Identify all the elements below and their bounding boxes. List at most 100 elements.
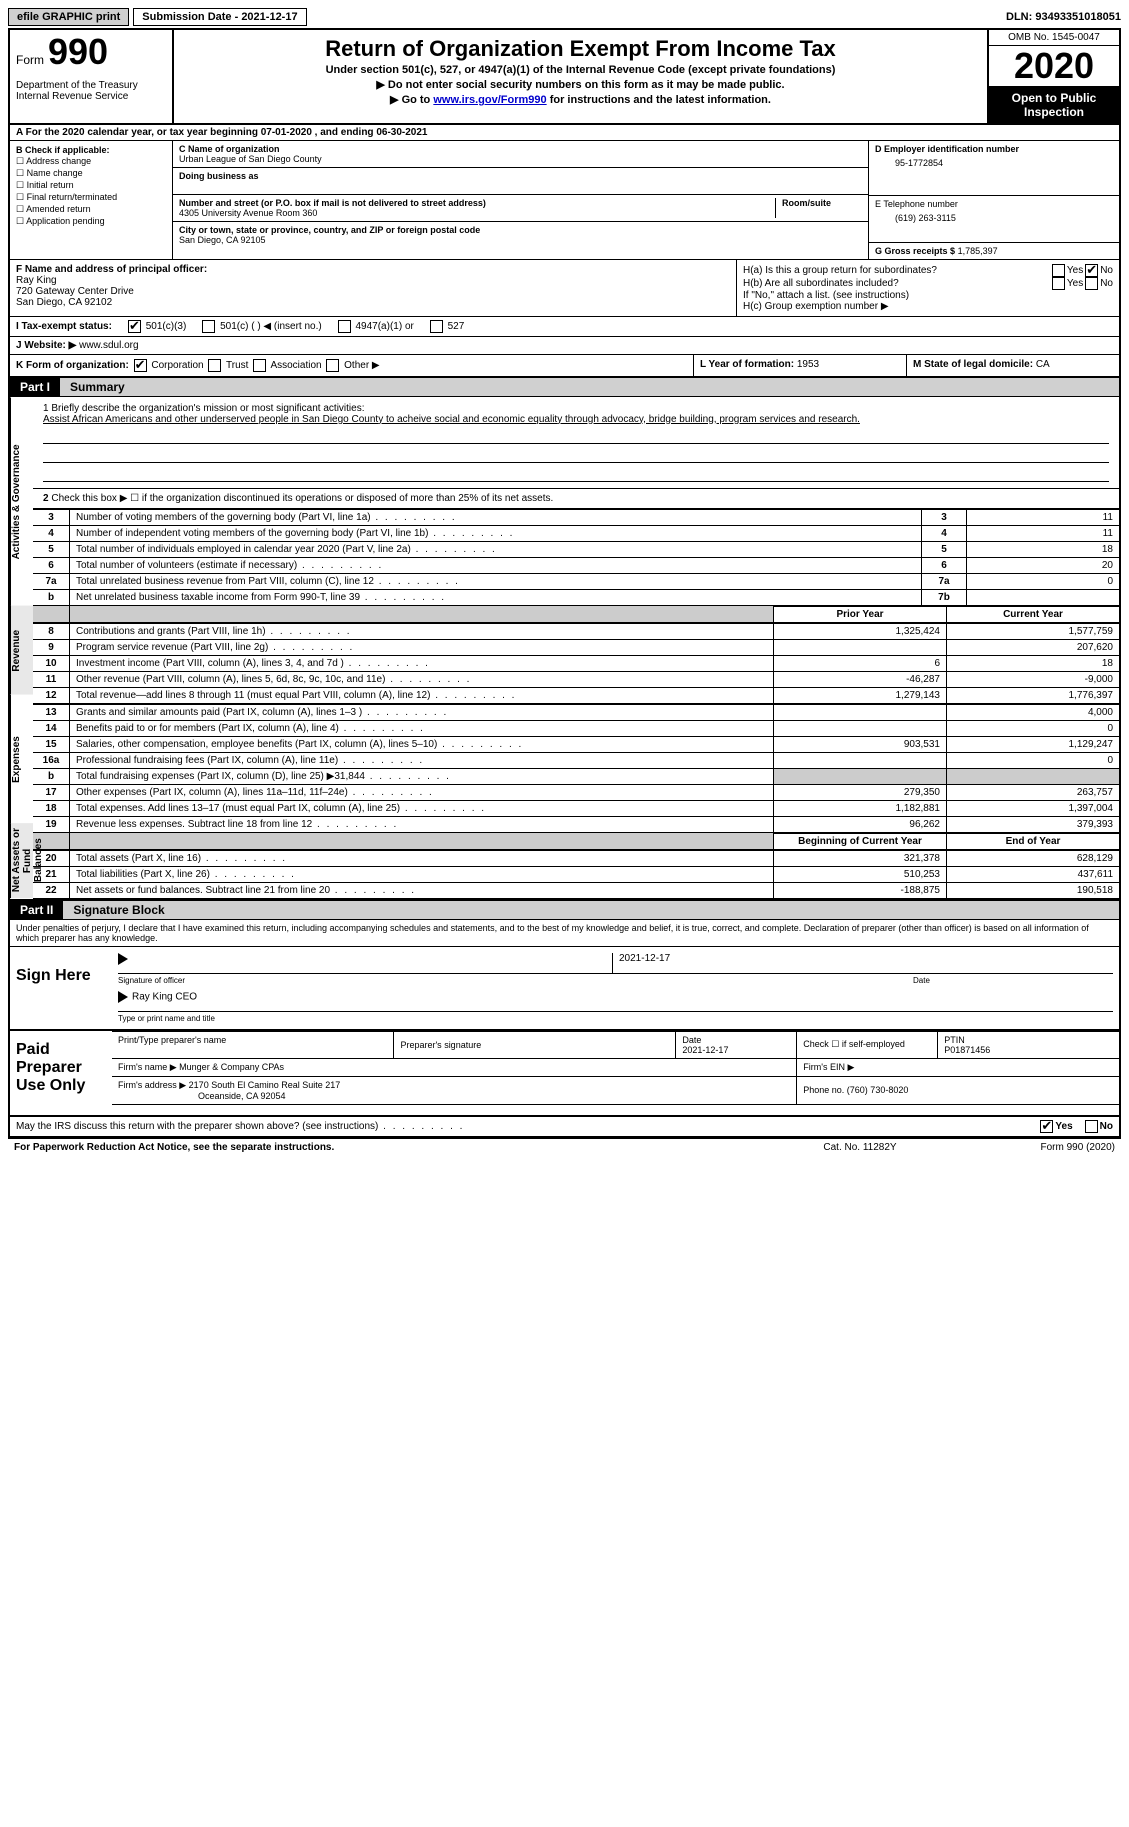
- top-bar: efile GRAPHIC print Submission Date - 20…: [8, 8, 1121, 26]
- prep-name-lbl: Print/Type preparer's name: [118, 1035, 387, 1045]
- submission-date: Submission Date - 2021-12-17: [133, 8, 306, 26]
- ein-lbl: D Employer identification number: [875, 144, 1019, 154]
- chk-4947[interactable]: [338, 320, 351, 333]
- subtitle-2: ▶ Do not enter social security numbers o…: [180, 78, 981, 91]
- q2-text: Check this box ▶ ☐ if the organization d…: [51, 493, 553, 504]
- tel-lbl: E Telephone number: [875, 199, 958, 209]
- form-frame: Form 990 Department of the Treasury Inte…: [8, 28, 1121, 1139]
- discuss-no-chk[interactable]: [1085, 1120, 1098, 1133]
- addr-lbl: Number and street (or P.O. box if mail i…: [179, 198, 486, 208]
- l-val: 1953: [797, 359, 819, 370]
- revenue-table: 8Contributions and grants (Part VIII, li…: [33, 623, 1119, 704]
- prep-date-val: 2021-12-17: [682, 1045, 790, 1055]
- chk-address-change[interactable]: ☐ Address change: [16, 156, 166, 167]
- table-row: 12Total revenue—add lines 8 through 11 (…: [33, 687, 1119, 703]
- col-prior: Prior Year: [774, 606, 947, 622]
- goto-pre: ▶ Go to: [390, 94, 433, 106]
- row-klm: K Form of organization: Corporation Trus…: [10, 355, 1119, 378]
- expenses-table: 13Grants and similar amounts paid (Part …: [33, 704, 1119, 833]
- paid-preparer-label: Paid Preparer Use Only: [10, 1031, 112, 1115]
- hb-yes-chk[interactable]: [1052, 277, 1065, 290]
- table-row: bNet unrelated business taxable income f…: [33, 589, 1119, 605]
- ha-no-chk[interactable]: [1085, 264, 1098, 277]
- table-row: 21Total liabilities (Part X, line 26)510…: [33, 866, 1119, 882]
- part1-tag: Part I: [10, 378, 60, 396]
- q1-lbl: 1 Briefly describe the organization's mi…: [43, 403, 1109, 414]
- f-addr2: San Diego, CA 92102: [16, 297, 112, 308]
- col-beg: Beginning of Current Year: [774, 833, 947, 849]
- vtab-netassets: Net Assets or Fund Balances: [10, 823, 33, 898]
- table-row: 7aTotal unrelated business revenue from …: [33, 573, 1119, 589]
- discuss-yes-chk[interactable]: [1040, 1120, 1053, 1133]
- name-title-lbl: Type or print name and title: [118, 1014, 1113, 1023]
- row-i-tax-status: I Tax-exempt status: 501(c)(3) 501(c) ( …: [10, 317, 1119, 337]
- col-f-officer: F Name and address of principal officer:…: [10, 260, 736, 316]
- sign-here-section: Sign Here 2021-12-17 Signature of office…: [10, 947, 1119, 1031]
- org-name: Urban League of San Diego County: [179, 154, 322, 164]
- ha-lbl: H(a) Is this a group return for subordin…: [743, 265, 1050, 276]
- chk-corp[interactable]: [134, 359, 147, 372]
- phone-val: (760) 730-8020: [847, 1085, 909, 1095]
- chk-initial-return[interactable]: ☐ Initial return: [16, 180, 166, 191]
- chk-final-return[interactable]: ☐ Final return/terminated: [16, 192, 166, 203]
- ha-yes-chk[interactable]: [1052, 264, 1065, 277]
- city-lbl: City or town, state or province, country…: [179, 225, 480, 235]
- table-row: 16aProfessional fundraising fees (Part I…: [33, 752, 1119, 768]
- chk-other[interactable]: [326, 359, 339, 372]
- k-lbl: K Form of organization:: [16, 360, 129, 371]
- subtitle-1: Under section 501(c), 527, or 4947(a)(1)…: [180, 64, 981, 76]
- part1-header: Part I Summary: [10, 378, 1119, 397]
- f-lbl: F Name and address of principal officer:: [16, 264, 207, 275]
- gross-val: 1,785,397: [958, 246, 998, 256]
- table-row: 5Total number of individuals employed in…: [33, 541, 1119, 557]
- table-row: 15Salaries, other compensation, employee…: [33, 736, 1119, 752]
- part1-body: Activities & Governance Revenue Expenses…: [10, 397, 1119, 901]
- hb-no-chk[interactable]: [1085, 277, 1098, 290]
- omb-number: OMB No. 1545-0047: [989, 30, 1119, 46]
- part2-header: Part II Signature Block: [10, 901, 1119, 920]
- j-val: www.sdul.org: [79, 340, 138, 351]
- efile-button[interactable]: efile GRAPHIC print: [8, 8, 129, 26]
- table-row: 17Other expenses (Part IX, column (A), l…: [33, 784, 1119, 800]
- col-curr: Current Year: [947, 606, 1120, 622]
- ein-val: 95-1772854: [875, 158, 1113, 168]
- firm-addr-lbl: Firm's address ▶: [118, 1080, 186, 1090]
- chk-501c3[interactable]: [128, 320, 141, 333]
- gross-lbl: G Gross receipts $: [875, 246, 955, 256]
- prep-sig-lbl: Preparer's signature: [400, 1040, 669, 1050]
- arrow-icon: [118, 953, 128, 965]
- cat-no: Cat. No. 11282Y: [785, 1142, 935, 1153]
- firm-ein-lbl: Firm's EIN ▶: [797, 1058, 1119, 1076]
- firm-addr1: 2170 South El Camino Real Suite 217: [189, 1080, 341, 1090]
- i-lbl: I Tax-exempt status:: [16, 321, 112, 332]
- table-row: bTotal fundraising expenses (Part IX, co…: [33, 768, 1119, 784]
- phone-lbl: Phone no.: [803, 1085, 844, 1095]
- date-lbl: Date: [913, 976, 1113, 985]
- chk-527[interactable]: [430, 320, 443, 333]
- chk-app-pending[interactable]: ☐ Application pending: [16, 216, 166, 227]
- form-number: 990: [48, 34, 108, 70]
- chk-amended[interactable]: ☐ Amended return: [16, 204, 166, 215]
- table-row: 9Program service revenue (Part VIII, lin…: [33, 639, 1119, 655]
- net-header-table: Beginning of Current Year End of Year: [33, 833, 1119, 850]
- table-row: 13Grants and similar amounts paid (Part …: [33, 704, 1119, 720]
- city-val: San Diego, CA 92105: [179, 235, 266, 245]
- table-row: 3Number of voting members of the governi…: [33, 509, 1119, 525]
- net-table: 20Total assets (Part X, line 16)321,3786…: [33, 850, 1119, 899]
- prep-date-lbl: Date: [682, 1035, 790, 1045]
- addr-val: 4305 University Avenue Room 360: [179, 208, 317, 218]
- hc-lbl: H(c) Group exemption number ▶: [743, 301, 1113, 312]
- chk-name-change[interactable]: ☐ Name change: [16, 168, 166, 179]
- irs-link[interactable]: www.irs.gov/Form990: [433, 94, 546, 106]
- chk-501c[interactable]: [202, 320, 215, 333]
- q1-text: Assist African Americans and other under…: [43, 414, 1109, 425]
- perjury-declaration: Under penalties of perjury, I declare th…: [10, 920, 1119, 947]
- row-j-website: J Website: ▶ www.sdul.org: [10, 337, 1119, 355]
- chk-trust[interactable]: [208, 359, 221, 372]
- chk-assoc[interactable]: [253, 359, 266, 372]
- dba-lbl: Doing business as: [179, 171, 259, 181]
- part1-name: Summary: [60, 378, 1119, 396]
- part2-name: Signature Block: [63, 901, 1119, 919]
- form-title: Return of Organization Exempt From Incom…: [180, 36, 981, 62]
- form-label: Form: [16, 53, 44, 67]
